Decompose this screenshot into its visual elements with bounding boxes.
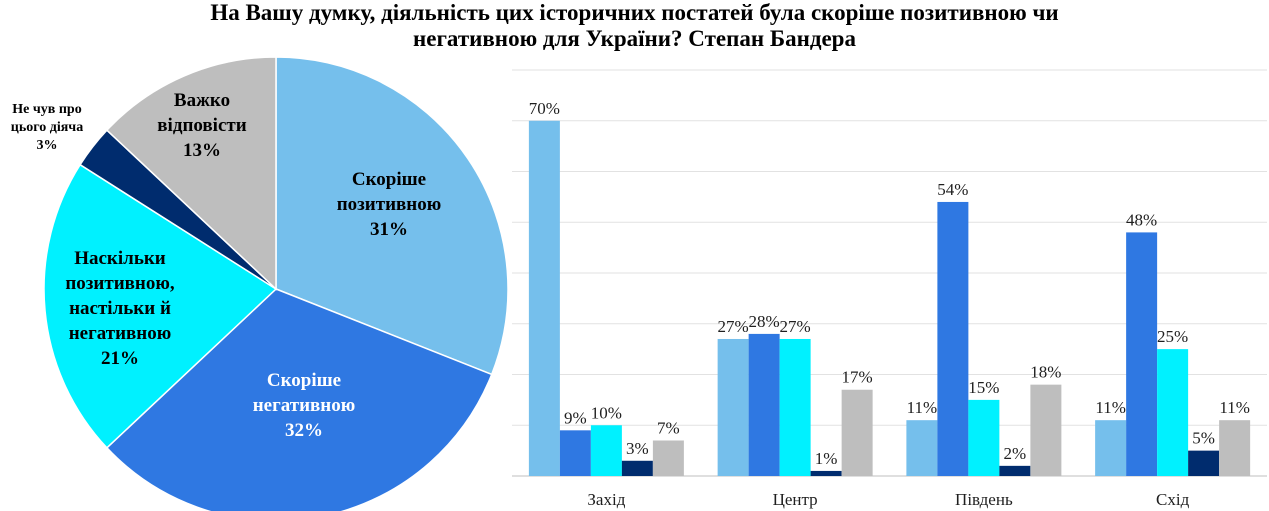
bar-2-5 <box>841 389 873 477</box>
chart-title-line-2: негативною для України? Степан Бандера <box>413 26 856 51</box>
chart-title: На Вашу думку, діяльність цих історичних… <box>0 0 1269 52</box>
bar-value-label: 25% <box>1157 327 1188 346</box>
bar-value-label: 27% <box>780 317 811 336</box>
bar-value-label: 27% <box>718 317 749 336</box>
bar-2-4 <box>810 470 842 477</box>
bar-value-label: 7% <box>657 418 680 437</box>
pie-label-2: Скоріше негативною 32% <box>253 370 356 441</box>
bar-value-label: 11% <box>1219 398 1250 417</box>
bar-2-1 <box>717 338 749 477</box>
category-label: Захід <box>587 490 625 509</box>
bar-3-5 <box>1030 384 1062 476</box>
bar-1-5 <box>652 440 684 476</box>
bar-value-label: 70% <box>529 99 560 118</box>
bar-value-label: 1% <box>815 449 838 468</box>
bar-value-label: 17% <box>842 368 873 387</box>
bar-1-4 <box>621 460 653 476</box>
category-label: Схід <box>1156 490 1190 509</box>
pie-chart: Скоріше позитивною 31% Скоріше негативною 32%… <box>11 56 509 511</box>
bar-4-3 <box>1157 349 1189 477</box>
pie-label-4: Не чув про цього діяча 3% <box>11 102 83 153</box>
pie-label-5: Важко відповісти 13% <box>157 90 246 161</box>
bar-value-label: 2% <box>1004 444 1027 463</box>
bar-value-label: 9% <box>564 408 587 427</box>
bar-value-label: 5% <box>1192 429 1215 448</box>
bar-3-3 <box>968 399 1000 477</box>
bar-1-2 <box>559 430 591 476</box>
bar-value-label: 11% <box>907 398 938 417</box>
pie-label-1: Скоріше позитивною 31% <box>337 169 442 240</box>
pie-slice-2 <box>105 288 493 511</box>
bar-value-label: 28% <box>749 312 780 331</box>
pie-slice-1 <box>275 56 509 376</box>
bar-1-3 <box>590 425 622 476</box>
bar-2-3 <box>779 338 811 477</box>
bar-value-label: 10% <box>591 403 622 422</box>
bar-4-4 <box>1188 450 1220 477</box>
category-label: Центр <box>773 490 818 509</box>
pie-slice-5 <box>105 56 277 291</box>
bar-value-label: 3% <box>626 439 649 458</box>
bar-value-label: 48% <box>1126 210 1157 229</box>
pie-slice-3 <box>43 163 278 449</box>
bar-4-5 <box>1219 420 1251 477</box>
bar-value-label: 11% <box>1095 398 1126 417</box>
bar-4-2 <box>1126 232 1158 476</box>
bar-value-label: 18% <box>1030 363 1061 382</box>
category-label: Південь <box>955 490 1013 509</box>
bar-3-1 <box>906 420 938 477</box>
bar-value-label: 15% <box>968 378 999 397</box>
bar-3-4 <box>999 465 1031 476</box>
bar-4-1 <box>1095 420 1127 477</box>
chart-title-line-1: На Вашу думку, діяльність цих історичних… <box>210 0 1059 25</box>
bar-1-1 <box>528 120 560 476</box>
bar-3-2 <box>937 201 969 476</box>
bar-2-2 <box>748 333 780 476</box>
pie-label-3: Наскільки позитивною, настільки й негативно… <box>65 248 175 369</box>
bar-value-label: 54% <box>937 180 968 199</box>
